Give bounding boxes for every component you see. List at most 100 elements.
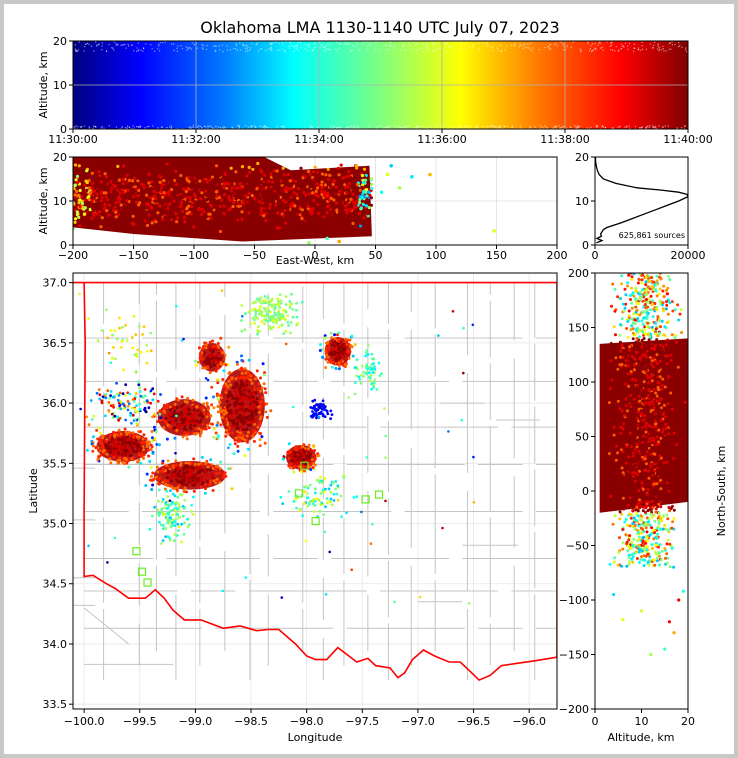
altitude-time-gap-speck <box>476 126 478 128</box>
plan-view-source-dot <box>221 351 225 354</box>
altitude-east-west-source-dot <box>320 180 324 184</box>
altitude-time-gap-speck <box>357 125 359 127</box>
plan-view-source-dot <box>169 509 172 512</box>
plan-view-source-dot <box>301 458 305 462</box>
altitude-east-west-source-dot <box>326 167 330 171</box>
altitude-time-gap-speck <box>563 49 565 51</box>
altitude-east-west-source-dot <box>136 191 140 195</box>
altitude-time-gap-speck <box>466 126 468 128</box>
altitude-east-west-source-dot <box>344 194 348 198</box>
altitude-east-west-source-dot <box>184 171 188 175</box>
altitude-time-gap-speck <box>492 125 494 127</box>
plan-view-source-dot <box>91 435 95 439</box>
plan-view-source-dot <box>136 460 140 464</box>
altitude-time-gap-speck <box>124 127 126 129</box>
altitude-east-west-source-dot <box>154 220 158 224</box>
lma-figure: Oklahoma LMA 1130-1140 UTC July 07, 2023… <box>27 18 728 744</box>
altitude-time-gap-speck <box>422 50 424 53</box>
altitude-time-gap-speck <box>93 50 95 52</box>
altitude-east-west-source-dot <box>339 163 343 167</box>
plan-view-source-dot <box>318 509 322 513</box>
altitude-time-gap-speck <box>448 46 451 48</box>
altitude-east-west-source-dot <box>227 196 231 201</box>
plan-view-source-dot <box>107 441 111 445</box>
altitude-time-gap-speck <box>562 43 564 45</box>
altitude-east-west-source-dot <box>162 198 166 202</box>
plan-view-source-dot <box>149 448 153 451</box>
altitude-time-gap-speck <box>222 127 224 129</box>
altitude-east-west-source-dot <box>92 178 96 182</box>
altitude-time-gap-speck <box>270 44 272 46</box>
altitude-time-gap-speck <box>520 44 522 47</box>
altitude-time-gap-speck <box>350 126 352 128</box>
altitude-east-west-source-dot <box>276 211 280 215</box>
plan-view-source-dot <box>216 352 220 356</box>
plan-view-source-dot <box>143 394 147 398</box>
altitude-east-west-source-dot <box>214 190 219 194</box>
plan-view-source-dot <box>352 496 356 499</box>
altitude-east-west-source-dot <box>355 176 360 180</box>
plan-view-source-dot <box>209 365 213 369</box>
plan-view-source-dot <box>184 419 188 423</box>
plan-view-source-dot <box>246 440 249 444</box>
plan-view-source-dot <box>212 395 215 399</box>
altitude-east-west-source-dot <box>255 187 259 191</box>
altitude-time-gap-speck <box>506 45 508 47</box>
altitude-east-west-source-dot <box>123 204 127 208</box>
plan-view-source-dot <box>117 432 121 436</box>
plan-view-source-dot <box>240 372 244 375</box>
plan-view-source-dot <box>216 397 220 401</box>
altitude-time-gap-speck <box>433 42 435 44</box>
plan-view-source-dot <box>240 319 243 322</box>
plan-view-source-dot <box>256 332 259 336</box>
plan-view-source-dot <box>209 479 213 483</box>
plan-view-source-dot <box>159 523 163 527</box>
altitude-time-gap-speck <box>592 49 594 51</box>
altitude-time-gap-speck <box>235 43 237 45</box>
plan-view-source-dot <box>312 497 316 501</box>
altitude-east-west-source-dot <box>244 205 248 209</box>
plan-view-source-dot <box>325 497 329 500</box>
altitude-east-west-source-dot <box>367 206 371 210</box>
altitude-east-west-source-dot <box>256 193 260 197</box>
plan-view-source-dot <box>116 398 120 402</box>
plan-view-source-dot <box>117 446 121 450</box>
altitude-east-west-source-dot <box>116 206 120 210</box>
altitude-east-west-source-dot <box>340 194 344 198</box>
plan-view-source-dot <box>144 410 148 414</box>
altitude-east-west-source-dot <box>215 194 219 198</box>
altitude-time-gap-speck <box>402 125 405 127</box>
altitude-east-west-source-dot <box>343 200 347 204</box>
plan-view-source-dot <box>287 490 291 493</box>
plan-view-source-dot <box>235 426 239 430</box>
altitude-east-west-ylabel: Altitude, km <box>37 167 50 234</box>
plan-view-source-dot <box>134 370 138 373</box>
altitude-time-gap-speck <box>270 49 272 51</box>
altitude-time-gap-speck <box>223 126 225 128</box>
altitude-east-west-source-dot <box>338 198 342 202</box>
plan-view-source-dot <box>118 416 122 420</box>
altitude-time-gap-speck <box>610 42 613 44</box>
plan-view-source-dot <box>105 439 108 443</box>
plan-view-source-dot <box>227 428 231 432</box>
plan-view-source-dot <box>344 337 348 341</box>
altitude-time-gap-speck <box>126 127 128 129</box>
plan-view-source-dot <box>109 461 113 465</box>
plan-view-source-dot <box>230 418 234 422</box>
plan-view-source-dot <box>168 405 172 409</box>
plan-view-source-dot <box>335 362 339 366</box>
altitude-time-gap-speck <box>75 50 77 52</box>
altitude-time-gap-speck <box>668 48 670 50</box>
plan-view-source-dot <box>266 296 270 299</box>
plan-view-source-dot <box>212 435 216 439</box>
altitude-time-xtick-label: 11:38:00 <box>540 133 589 146</box>
altitude-time-gap-speck <box>117 43 119 45</box>
altitude-time-gap-speck <box>242 43 244 45</box>
plan-view-source-dot <box>251 408 255 411</box>
plan-view-source-dot <box>179 510 183 513</box>
plan-view-source-dot <box>194 417 198 421</box>
altitude-time-gap-speck <box>417 125 419 128</box>
plan-view-source-dot <box>152 392 156 396</box>
plan-view-source-dot <box>246 430 250 434</box>
altitude-east-west-source-dot <box>162 179 166 183</box>
